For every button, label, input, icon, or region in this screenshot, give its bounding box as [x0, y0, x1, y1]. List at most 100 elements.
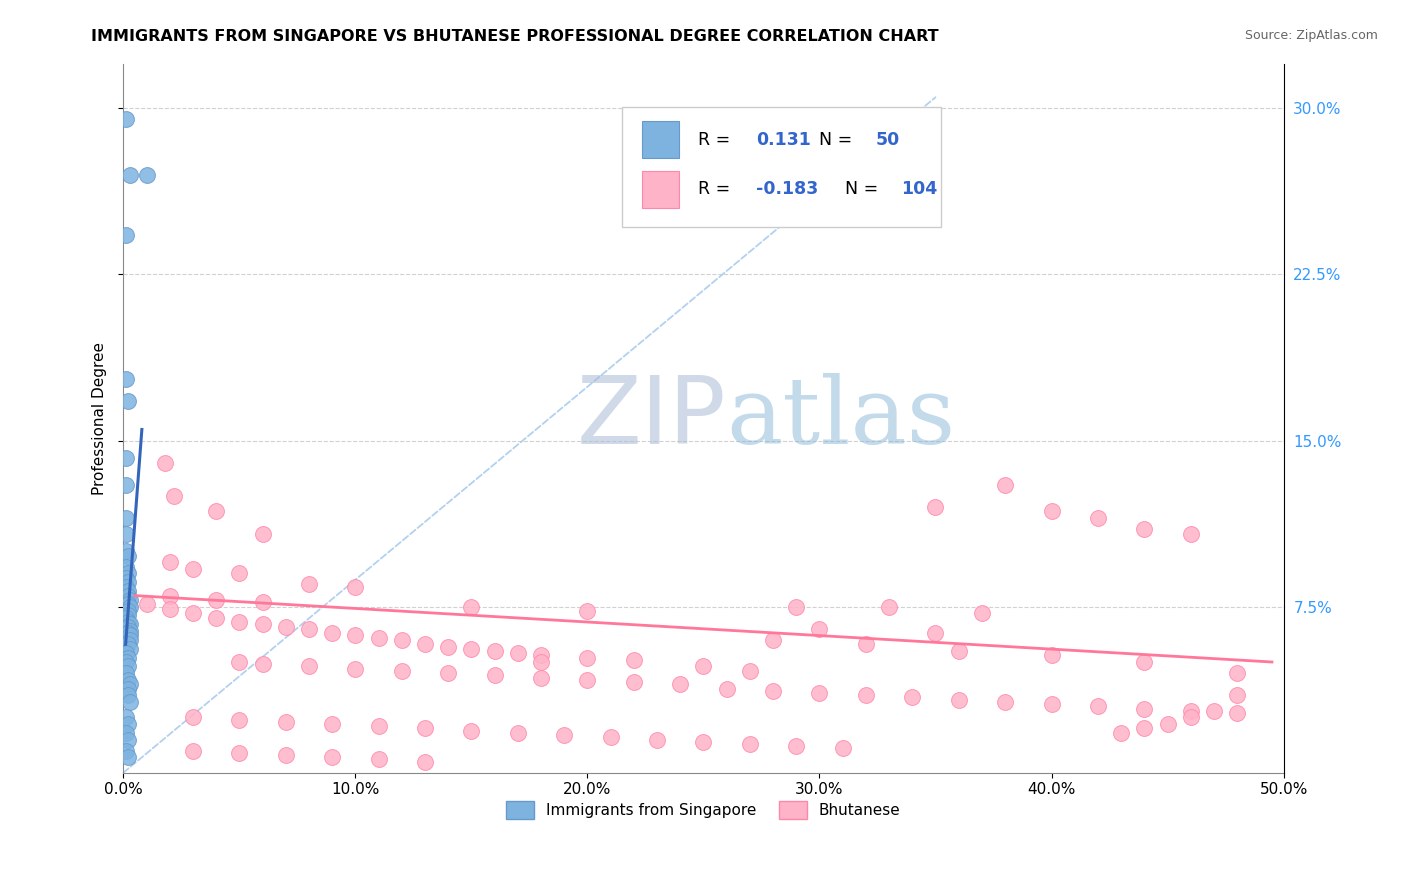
Point — [228, 615, 250, 629]
Point — [924, 500, 946, 514]
Point — [117, 589, 139, 603]
Text: ZIP: ZIP — [576, 372, 727, 465]
Text: 50: 50 — [875, 131, 900, 149]
Point — [367, 631, 389, 645]
Point — [114, 544, 136, 558]
Point — [114, 611, 136, 625]
Point — [117, 673, 139, 687]
Text: N =: N = — [820, 131, 852, 149]
Text: R =: R = — [697, 131, 730, 149]
Point — [117, 637, 139, 651]
Point — [159, 555, 181, 569]
Point — [413, 722, 436, 736]
Point — [506, 726, 529, 740]
Point — [391, 664, 413, 678]
Bar — [643, 121, 679, 158]
Point — [114, 526, 136, 541]
Point — [623, 675, 645, 690]
Point — [484, 644, 506, 658]
Point — [252, 657, 274, 672]
Point — [948, 692, 970, 706]
Point — [120, 617, 142, 632]
Point — [738, 737, 761, 751]
Point — [114, 666, 136, 681]
Point — [530, 671, 553, 685]
Point — [114, 559, 136, 574]
Point — [117, 750, 139, 764]
Point — [163, 489, 186, 503]
Point — [153, 456, 176, 470]
Point — [808, 622, 831, 636]
Point — [785, 599, 807, 614]
Point — [252, 526, 274, 541]
Point — [1133, 722, 1156, 736]
Point — [321, 750, 343, 764]
Point — [298, 577, 321, 591]
Point — [460, 723, 482, 738]
Point — [1226, 706, 1249, 720]
Point — [228, 655, 250, 669]
Point — [437, 666, 460, 681]
Point — [114, 710, 136, 724]
Point — [274, 619, 297, 633]
Point — [117, 659, 139, 673]
Point — [762, 683, 785, 698]
Point — [114, 726, 136, 740]
Point — [120, 624, 142, 638]
Point — [114, 227, 136, 242]
Point — [114, 371, 136, 385]
Point — [1180, 704, 1202, 718]
Point — [344, 628, 367, 642]
Point — [120, 632, 142, 647]
Point — [117, 681, 139, 696]
Point — [1087, 699, 1109, 714]
Point — [576, 650, 599, 665]
Point — [808, 686, 831, 700]
Point — [117, 393, 139, 408]
Point — [117, 650, 139, 665]
Point — [114, 646, 136, 660]
Point — [1087, 511, 1109, 525]
Point — [298, 659, 321, 673]
Point — [117, 688, 139, 702]
Point — [114, 571, 136, 585]
Point — [1226, 688, 1249, 702]
Point — [344, 662, 367, 676]
Point — [645, 732, 668, 747]
Point — [576, 673, 599, 687]
Point — [114, 451, 136, 466]
Point — [484, 668, 506, 682]
Point — [274, 747, 297, 762]
Point — [669, 677, 692, 691]
Point — [252, 595, 274, 609]
Point — [117, 604, 139, 618]
Point — [159, 589, 181, 603]
Point — [228, 566, 250, 581]
Point — [228, 746, 250, 760]
Point — [114, 655, 136, 669]
Point — [274, 714, 297, 729]
Point — [506, 646, 529, 660]
Point — [298, 622, 321, 636]
FancyBboxPatch shape — [623, 106, 941, 227]
Point — [252, 617, 274, 632]
Point — [321, 717, 343, 731]
Point — [1180, 526, 1202, 541]
Point — [855, 688, 877, 702]
Point — [367, 719, 389, 733]
Point — [1156, 717, 1178, 731]
Point — [877, 599, 900, 614]
Point — [117, 575, 139, 590]
Point — [344, 580, 367, 594]
Point — [623, 653, 645, 667]
Point — [117, 619, 139, 633]
Point — [135, 598, 157, 612]
Legend: Immigrants from Singapore, Bhutanese: Immigrants from Singapore, Bhutanese — [501, 795, 907, 825]
Point — [1180, 710, 1202, 724]
Text: atlas: atlas — [727, 374, 956, 464]
Point — [1040, 504, 1063, 518]
Point — [114, 478, 136, 492]
Point — [205, 504, 228, 518]
Point — [117, 615, 139, 629]
Point — [1040, 648, 1063, 663]
